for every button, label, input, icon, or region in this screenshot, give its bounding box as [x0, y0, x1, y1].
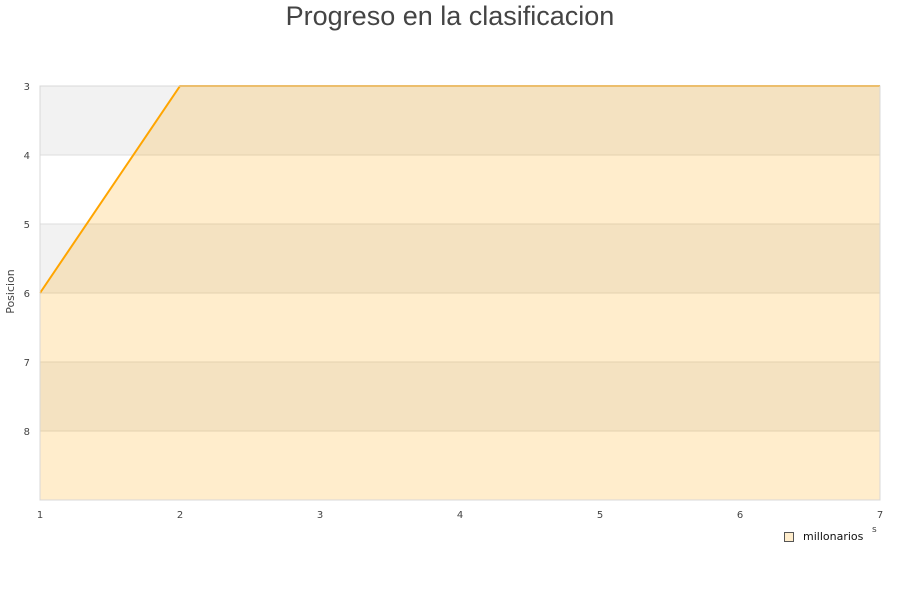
legend-swatch — [784, 531, 794, 542]
x-tick-label: 3 — [317, 510, 323, 521]
y-tick-label: 7 — [24, 358, 30, 369]
y-axis-label: Posicion — [3, 269, 17, 314]
y-tick-label: 6 — [24, 289, 30, 300]
x-tick-label: 4 — [457, 510, 463, 521]
series-area — [40, 86, 880, 500]
plot-border — [39, 85, 881, 501]
x-tick-label: 6 — [737, 510, 743, 521]
y-tick-label: 8 — [24, 427, 30, 438]
x-tick-label: 2 — [177, 510, 183, 521]
legend[interactable]: millonarios — [784, 530, 863, 543]
grid-band — [40, 86, 880, 155]
chart-title: Progreso en la clasificacion — [285, 1, 615, 31]
grid-band — [40, 431, 880, 500]
x-axis-label: s — [872, 525, 877, 535]
x-tick-label: 1 — [37, 510, 43, 521]
grid-band — [40, 362, 880, 431]
grid-band — [40, 155, 880, 224]
grid-band — [40, 293, 880, 362]
y-tick-label: 4 — [24, 151, 30, 162]
legend-label: millonarios — [803, 530, 864, 543]
x-tick-label: 5 — [597, 510, 603, 521]
grid-band — [40, 224, 880, 293]
x-tick-label: 7 — [877, 510, 883, 521]
y-tick-label: 3 — [24, 82, 30, 93]
y-tick-label: 5 — [24, 220, 30, 231]
